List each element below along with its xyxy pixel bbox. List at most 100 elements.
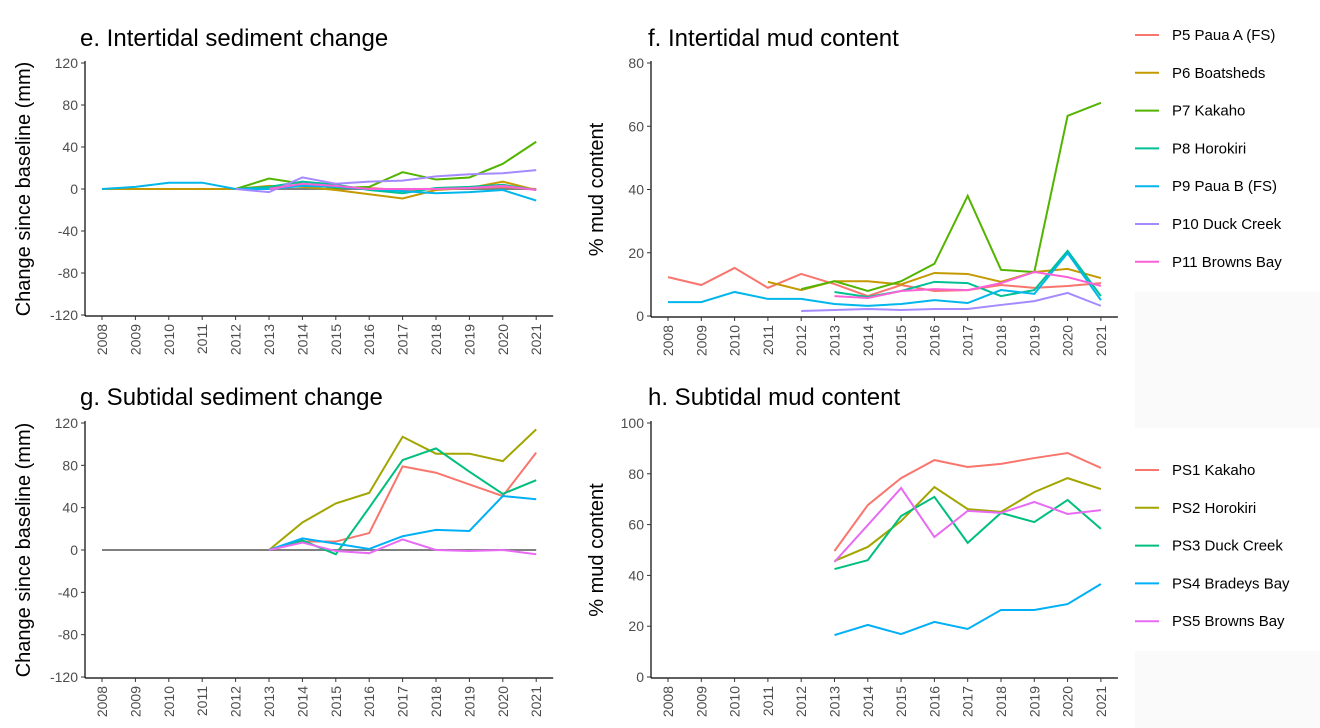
y-tick-label: -80 <box>58 265 78 281</box>
x-tick-label: 2020 <box>495 686 511 717</box>
chart-title: h. Subtidal mud content <box>648 384 900 411</box>
series-line <box>800 101 1102 293</box>
series-line <box>268 428 537 551</box>
series-line <box>268 538 537 556</box>
series-line <box>834 583 1102 637</box>
x-tick-label: 2021 <box>528 686 544 717</box>
x-tick-label: 2019 <box>461 686 477 717</box>
chart-title: g. Subtidal sediment change <box>80 384 383 411</box>
y-tick-label: 40 <box>628 182 644 198</box>
y-tick-label: 40 <box>62 139 78 155</box>
series-line <box>833 451 1102 552</box>
y-tick-label: 80 <box>628 55 644 71</box>
x-tick-label: 2015 <box>893 686 909 717</box>
x-tick-label: 2010 <box>727 325 743 356</box>
y-tick-label: 20 <box>628 245 644 261</box>
series-line <box>834 495 1102 571</box>
series-line <box>101 181 537 202</box>
series-line <box>833 486 1102 563</box>
x-tick-label: 2016 <box>926 686 942 717</box>
series-line <box>834 477 1102 562</box>
x-tick-label: 2011 <box>194 686 210 716</box>
y-tick-label: 40 <box>62 500 78 516</box>
x-tick-label: 2010 <box>161 324 177 355</box>
x-tick-label: 2019 <box>1026 325 1042 356</box>
y-tick-label: 40 <box>628 567 644 583</box>
x-tick-label: 2014 <box>860 686 876 717</box>
legend-label: P10 Duck Creek <box>1172 216 1282 233</box>
x-tick-label: 2008 <box>660 686 676 717</box>
x-tick-label: 2017 <box>960 325 976 356</box>
y-tick-label: -40 <box>58 223 78 239</box>
y-tick-label: 60 <box>628 118 644 134</box>
x-tick-label: 2012 <box>793 686 809 717</box>
x-tick-label: 2015 <box>893 325 909 356</box>
x-tick-label: 2014 <box>294 324 310 355</box>
legend-label: PS2 Horokiri <box>1172 500 1256 517</box>
y-tick-label: 20 <box>628 618 644 634</box>
y-tick-label: 120 <box>55 55 79 71</box>
x-tick-label: 2018 <box>428 324 444 355</box>
x-tick-label: 2008 <box>660 325 676 356</box>
series-line <box>268 182 537 192</box>
series-line <box>268 452 537 551</box>
x-tick-label: 2016 <box>361 324 377 355</box>
x-tick-label: 2020 <box>1060 686 1076 717</box>
legend-label: P6 Boatsheds <box>1172 65 1265 82</box>
x-tick-label: 2017 <box>395 324 411 355</box>
series-line <box>235 169 537 194</box>
y-tick-label: -120 <box>50 669 78 685</box>
chart-title: e. Intertidal sediment change <box>80 25 388 52</box>
x-tick-label: 2012 <box>228 324 244 355</box>
series-line <box>668 251 1102 307</box>
legend-box <box>1135 7 1320 292</box>
y-tick-label: 80 <box>62 97 78 113</box>
y-tick-label: -80 <box>58 627 78 643</box>
legend-label: P11 Browns Bay <box>1172 254 1282 271</box>
series-line <box>268 494 537 551</box>
legend-label: P8 Horokiri <box>1172 140 1246 157</box>
x-tick-label: 2010 <box>727 686 743 717</box>
legend-label: P5 Paua A (FS) <box>1172 27 1275 44</box>
y-tick-label: -40 <box>58 584 78 600</box>
series-line <box>268 447 537 556</box>
x-tick-label: 2018 <box>428 686 444 717</box>
x-tick-label: 2019 <box>461 324 477 355</box>
legend-box <box>1135 442 1320 651</box>
x-tick-label: 2021 <box>1093 325 1109 356</box>
legend-label: PS3 Duck Creek <box>1172 538 1283 555</box>
x-tick-label: 2016 <box>926 325 942 356</box>
legend-label: P7 Kakaho <box>1172 103 1245 120</box>
legend-label: PS4 Bradeys Bay <box>1172 575 1290 592</box>
y-axis-label: Change since baseline (mm) <box>13 423 35 678</box>
x-tick-label: 2018 <box>993 686 1009 717</box>
x-tick-label: 2012 <box>793 325 809 356</box>
y-tick-label: 60 <box>628 517 644 533</box>
x-tick-label: 2012 <box>228 686 244 717</box>
y-tick-label: -120 <box>50 307 78 323</box>
series-line <box>801 291 1102 312</box>
x-tick-label: 2008 <box>94 324 110 355</box>
y-tick-label: 80 <box>628 466 644 482</box>
x-tick-label: 2009 <box>693 325 709 356</box>
x-tick-label: 2021 <box>528 324 544 355</box>
x-tick-label: 2015 <box>328 324 344 355</box>
x-tick-label: 2018 <box>993 325 1009 356</box>
x-tick-label: 2011 <box>760 325 776 355</box>
chart-title: f. Intertidal mud content <box>648 25 899 52</box>
x-tick-label: 2013 <box>261 324 277 355</box>
x-tick-label: 2019 <box>1026 686 1042 717</box>
y-axis-label: % mud content <box>586 122 608 256</box>
series-line <box>834 271 1102 299</box>
x-tick-label: 2017 <box>960 686 976 717</box>
legend-gap <box>1135 645 1320 728</box>
y-axis-label: % mud content <box>586 483 608 617</box>
x-tick-label: 2021 <box>1093 686 1109 717</box>
x-tick-label: 2014 <box>294 686 310 717</box>
x-tick-label: 2017 <box>395 686 411 717</box>
x-tick-label: 2010 <box>161 686 177 717</box>
y-axis-label: Change since baseline (mm) <box>13 62 35 317</box>
y-tick-label: 100 <box>621 415 645 431</box>
x-tick-label: 2016 <box>361 686 377 717</box>
x-tick-label: 2009 <box>693 686 709 717</box>
